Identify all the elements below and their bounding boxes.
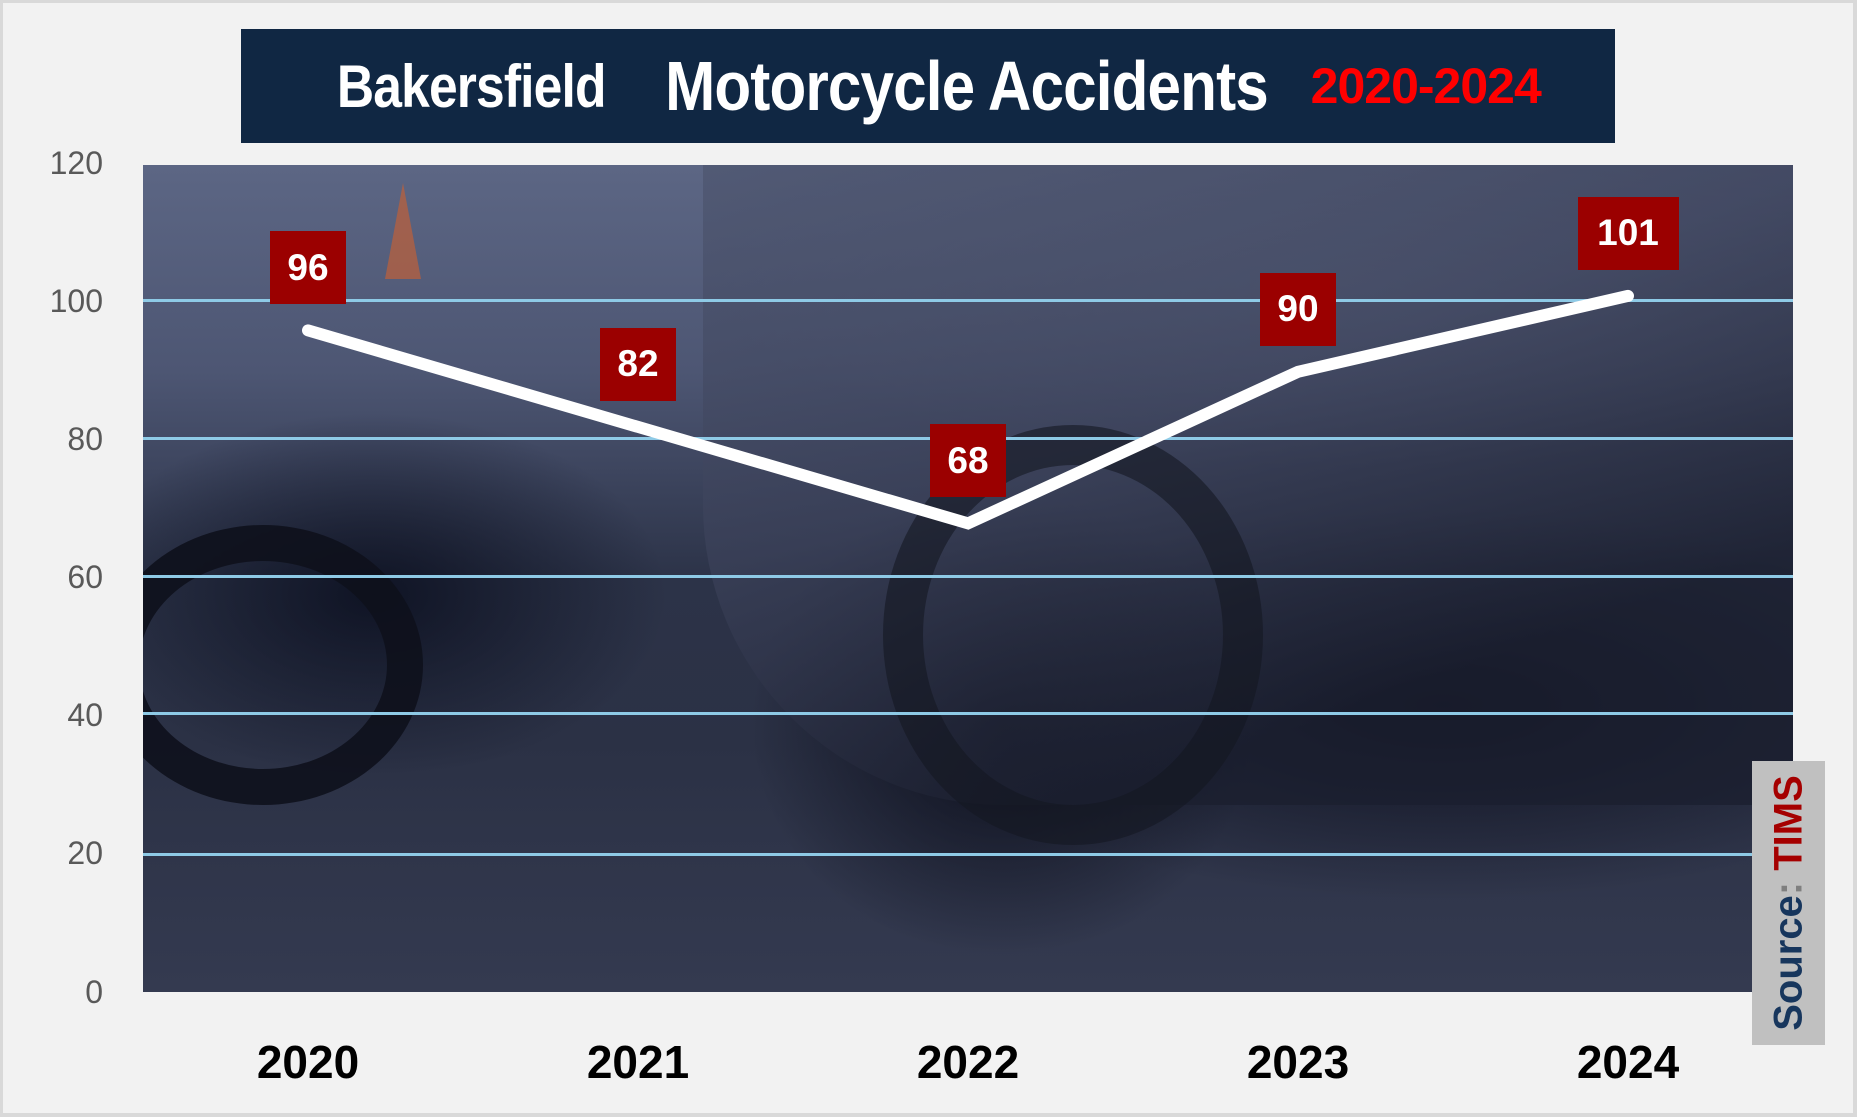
background-traffic-cone xyxy=(385,183,421,279)
y-tick-40: 40 xyxy=(67,697,103,733)
y-tick-60: 60 xyxy=(67,559,103,595)
gridline-40 xyxy=(143,712,1793,715)
x-tick-2021: 2021 xyxy=(586,1036,690,1088)
data-label-2020: 96 xyxy=(270,231,346,305)
y-tick-20: 20 xyxy=(67,835,103,871)
data-label-2022: 68 xyxy=(930,424,1006,498)
source-colon: : xyxy=(1766,870,1810,896)
gridline-100 xyxy=(143,299,1793,302)
data-label-2024: 101 xyxy=(1577,196,1679,270)
data-label-2023: 90 xyxy=(1260,272,1336,346)
chart-title: Bakersfield Motorcycle Accidents 2020-20… xyxy=(241,29,1615,143)
y-tick-120: 120 xyxy=(49,145,103,181)
data-line xyxy=(302,289,1634,530)
y-tick-0: 0 xyxy=(85,974,103,1010)
source-name: TIMS xyxy=(1766,775,1810,871)
data-label-2021: 82 xyxy=(600,327,676,401)
plot-area: 96 82 68 90 101 xyxy=(143,165,1793,992)
gridline-60 xyxy=(143,575,1793,578)
title-subject: Motorcycle Accidents xyxy=(664,47,1269,125)
title-city: Bakersfield xyxy=(337,52,607,120)
source-annotation: Source: TIMS xyxy=(1752,761,1825,1045)
gridline-20 xyxy=(143,853,1793,856)
x-tick-2023: 2023 xyxy=(1246,1036,1350,1088)
title-years: 2020-2024 xyxy=(1310,58,1542,114)
x-tick-2022: 2022 xyxy=(916,1036,1020,1088)
x-tick-2020: 2020 xyxy=(256,1036,360,1088)
x-tick-2024: 2024 xyxy=(1576,1036,1680,1088)
source-label: Source xyxy=(1766,895,1810,1031)
source-text: Source: TIMS xyxy=(1766,775,1811,1031)
y-tick-80: 80 xyxy=(67,421,103,457)
y-tick-100: 100 xyxy=(49,283,103,319)
